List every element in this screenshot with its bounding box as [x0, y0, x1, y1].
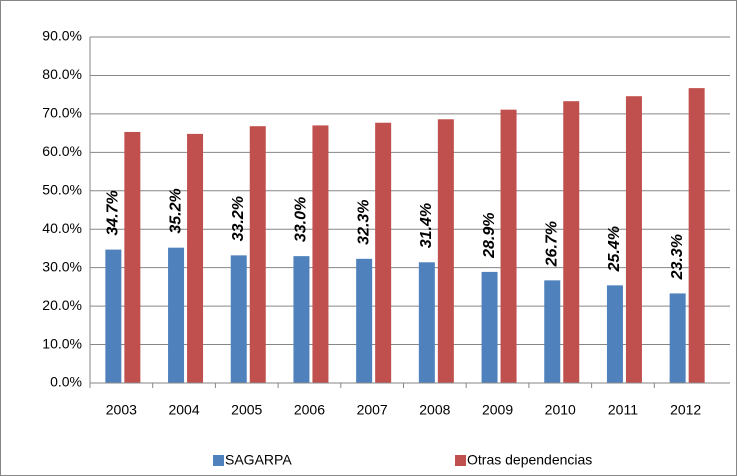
bar: [375, 122, 392, 383]
y-tick-label: 0.0%: [50, 374, 82, 390]
x-tick-label: 2010: [545, 402, 576, 418]
bar: [669, 293, 686, 383]
data-label: 34.7%: [105, 190, 122, 235]
bar: [625, 96, 642, 384]
x-tick-label: 2012: [670, 402, 701, 418]
y-tick-label: 60.0%: [42, 143, 82, 159]
y-tick-label: 50.0%: [42, 181, 82, 197]
bar: [688, 88, 705, 384]
x-tick-label: 2006: [294, 402, 325, 418]
bar: [544, 280, 561, 383]
y-tick-label: 90.0%: [42, 28, 82, 44]
y-tick-label: 70.0%: [42, 105, 82, 121]
data-label: 28.9%: [481, 213, 498, 259]
bar: [481, 271, 498, 383]
legend-label: Otras dependencias: [467, 452, 592, 468]
data-label: 32.3%: [355, 199, 372, 244]
bar: [187, 133, 204, 383]
legend-swatch: [213, 455, 224, 466]
data-label: 25.4%: [606, 226, 623, 272]
x-tick-label: 2007: [357, 402, 388, 418]
y-tick-label: 20.0%: [42, 297, 82, 313]
bar: [500, 109, 517, 383]
x-tick-label: 2003: [106, 402, 137, 418]
data-label: 33.2%: [230, 196, 247, 241]
bar: [168, 247, 185, 383]
bar: [124, 131, 141, 383]
bar: [293, 256, 310, 383]
y-tick-label: 30.0%: [42, 258, 82, 274]
bar: [105, 249, 122, 383]
x-tick-label: 2011: [608, 402, 638, 418]
bar: [312, 125, 329, 383]
y-tick-label: 10.0%: [42, 335, 82, 351]
bar: [563, 101, 580, 384]
bar: [437, 119, 454, 383]
data-label: 33.0%: [293, 197, 310, 242]
x-tick-label: 2009: [482, 402, 513, 418]
bar: [230, 255, 247, 383]
bar: [606, 285, 623, 383]
legend-label: SAGARPA: [225, 452, 292, 468]
bar: [418, 262, 435, 383]
data-label: 23.3%: [669, 234, 686, 280]
x-tick-label: 2004: [168, 402, 199, 418]
data-label: 35.2%: [167, 188, 184, 233]
legend-swatch: [455, 455, 466, 466]
data-label: 31.4%: [418, 203, 435, 248]
bar: [249, 126, 266, 384]
y-tick-label: 40.0%: [42, 220, 82, 236]
bar: [356, 258, 373, 383]
x-tick-label: 2008: [419, 402, 450, 418]
y-tick-label: 80.0%: [42, 66, 82, 82]
x-tick-label: 2005: [231, 402, 262, 418]
data-label: 26.7%: [543, 221, 560, 267]
